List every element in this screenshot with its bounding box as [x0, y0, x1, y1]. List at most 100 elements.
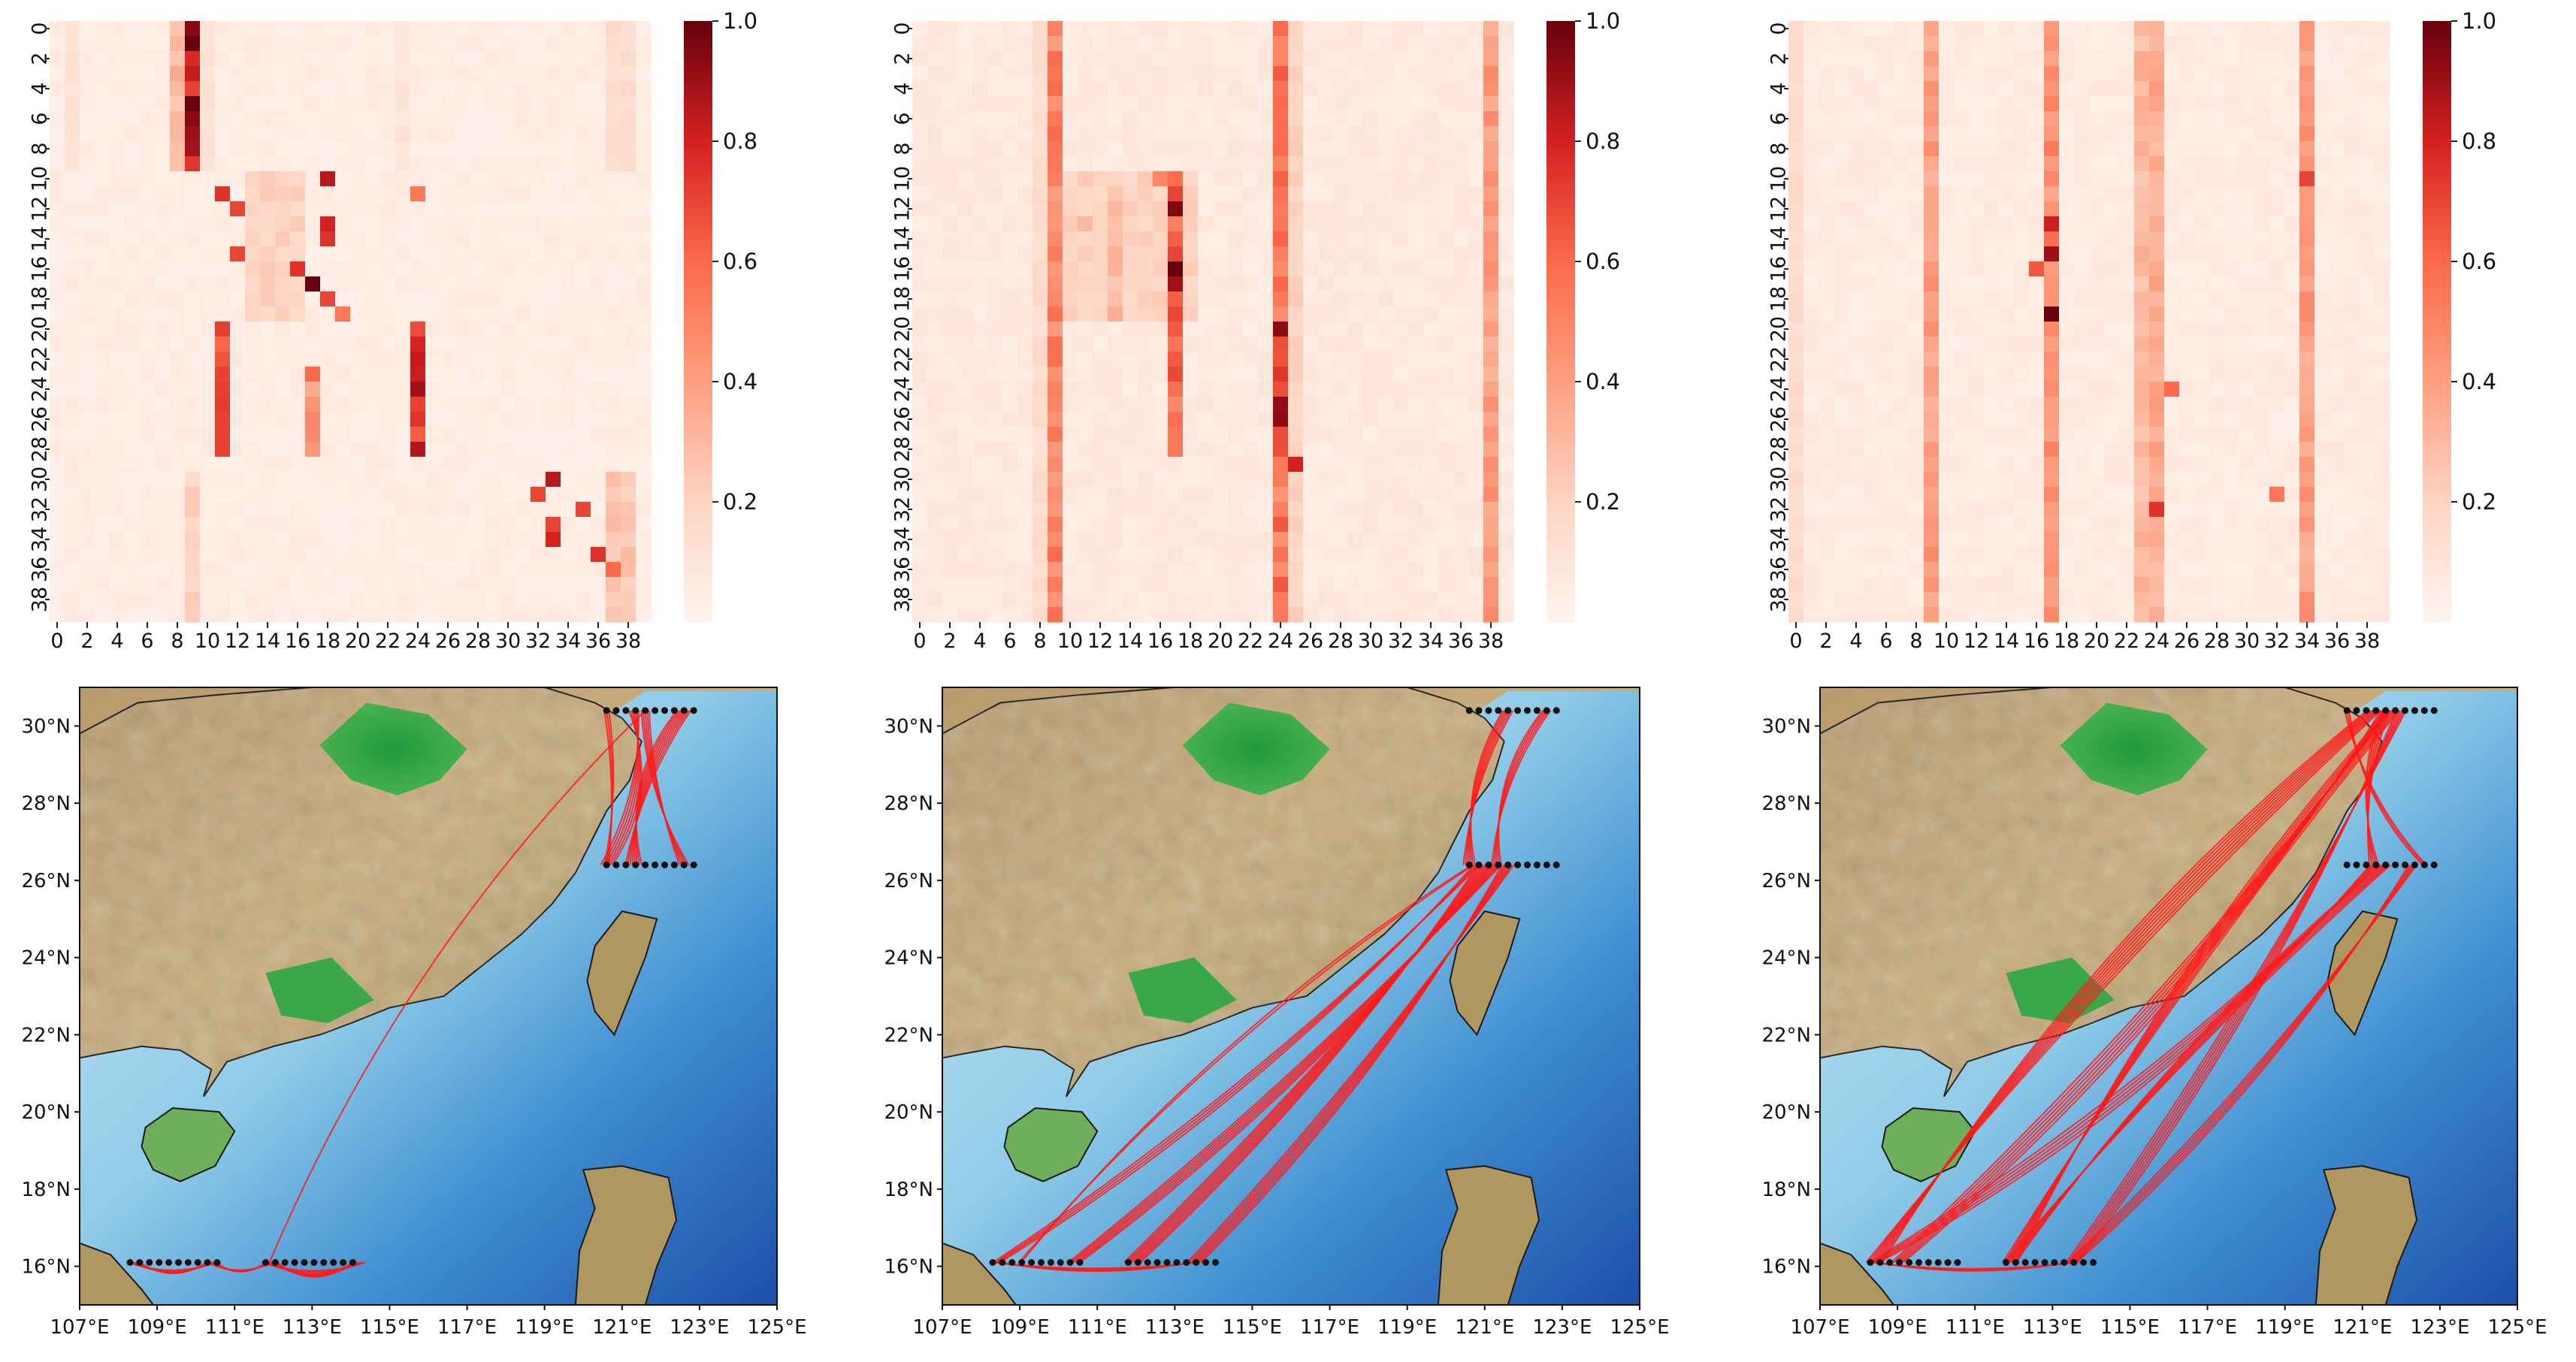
heatmap-cell [987, 472, 1003, 488]
heatmap-cell [2360, 261, 2375, 277]
heatmap-cell [2029, 382, 2045, 397]
heatmap-cell [2254, 382, 2270, 397]
heatmap-cell [1017, 201, 1033, 217]
heatmap-cell [2074, 592, 2090, 608]
heatmap-cell [470, 352, 486, 367]
heatmap-cell [2360, 592, 2375, 608]
heatmap-cell [2254, 427, 2270, 442]
heatmap-cell [2330, 126, 2345, 142]
heatmap-cell [1788, 547, 1804, 563]
heatmap-cell [1453, 487, 1469, 503]
heatmap-cell [1017, 21, 1033, 37]
heatmap-cell [1894, 427, 1909, 442]
heatmap-cell [2239, 397, 2255, 412]
heatmap-cell [2194, 442, 2210, 458]
heatmap-cell [2074, 547, 2090, 563]
heatmap-cell [972, 367, 988, 382]
heatmap-cell [2029, 367, 2045, 382]
heatmap-cell [365, 186, 381, 202]
heatmap-cell [440, 231, 456, 247]
heatmap-cell [500, 126, 516, 142]
heatmap-cell [320, 171, 336, 187]
heatmap-cell [531, 532, 546, 548]
heatmap-cell [2134, 81, 2150, 97]
heatmap-cell [110, 412, 125, 427]
heatmap-cell [1984, 246, 2000, 262]
heatmap-cell [2209, 141, 2225, 157]
heatmap-cell [230, 81, 246, 97]
heatmap-cell [1438, 367, 1454, 382]
heatmap-cell [2224, 472, 2240, 488]
heatmap-cell [185, 412, 201, 427]
heatmap-cell [65, 66, 80, 82]
heatmap-cell [2224, 261, 2240, 277]
heatmap-cell [1849, 412, 1864, 427]
heatmap-cell [1939, 51, 1955, 67]
heatmap-cell [531, 517, 546, 533]
heatmap-cell [335, 487, 351, 503]
heatmap-cell [140, 562, 156, 578]
heatmap-cell [1123, 577, 1138, 593]
heatmap-cell [1033, 607, 1048, 623]
heatmap-cell [1864, 111, 1879, 127]
heatmap-cell [2014, 562, 2030, 578]
heatmap-cell [395, 186, 411, 202]
x-tick-label: 38 [615, 630, 641, 653]
heatmap-cell [1804, 472, 1819, 488]
heatmap-cell [1468, 246, 1484, 262]
heatmap-cell [987, 502, 1003, 518]
heatmap-cell [1063, 577, 1078, 593]
heatmap-cell [2074, 81, 2090, 97]
heatmap-cell [2284, 322, 2300, 337]
heatmap-cell [591, 337, 606, 352]
heatmap-cell [335, 246, 351, 262]
heatmap-cell [1348, 457, 1364, 473]
heatmap-cell [1017, 186, 1033, 202]
heatmap-cell [1423, 367, 1439, 382]
heatmap-cell [1228, 51, 1244, 67]
heatmap-cell [2284, 276, 2300, 292]
heatmap-cell [1438, 337, 1454, 352]
heatmap-cell [1108, 382, 1123, 397]
heatmap-cell [2104, 36, 2120, 52]
heatmap-cell [1453, 126, 1469, 142]
heatmap-cell [80, 96, 95, 112]
heatmap-cell [95, 156, 110, 172]
heatmap-cell [2044, 367, 2060, 382]
heatmap-cell [2014, 261, 2030, 277]
heatmap-cell [320, 607, 336, 623]
heatmap-cell [1834, 337, 1849, 352]
heatmap-cell [2345, 156, 2360, 172]
heatmap-cell [65, 81, 80, 97]
heatmap-cell [2224, 186, 2240, 202]
heatmap-cell [2254, 412, 2270, 427]
heatmap-cell [200, 141, 216, 157]
heatmap-cell [1849, 186, 1864, 202]
heatmap-cell [1168, 442, 1184, 458]
heatmap-cell [1819, 337, 1834, 352]
heatmap-cell [65, 397, 80, 412]
x-tick-label: 4 [973, 630, 986, 653]
heatmap-cell [1228, 231, 1244, 247]
heatmap-cell [516, 66, 531, 82]
heatmap-cell [1453, 562, 1469, 578]
heatmap-cell [1939, 427, 1955, 442]
heatmap-cell [912, 21, 928, 37]
heatmap-cell [125, 156, 141, 172]
heatmap-cell [1468, 96, 1484, 112]
heatmap-cell [275, 607, 291, 623]
heatmap-cell [1123, 111, 1138, 127]
heatmap-cell [636, 81, 652, 97]
heatmap-cell [636, 291, 652, 307]
heatmap-cell [1213, 382, 1229, 397]
heatmap-cell [2059, 367, 2075, 382]
heatmap-cell [987, 322, 1003, 337]
heatmap-cell [380, 427, 396, 442]
heatmap-cell [2284, 607, 2300, 623]
heatmap-cell [2269, 457, 2285, 473]
heatmap-cell [1002, 487, 1018, 503]
heatmap-cell [2299, 607, 2315, 623]
heatmap-cell [2269, 261, 2285, 277]
heatmap-cell [927, 81, 943, 97]
heatmap-cell [80, 427, 95, 442]
